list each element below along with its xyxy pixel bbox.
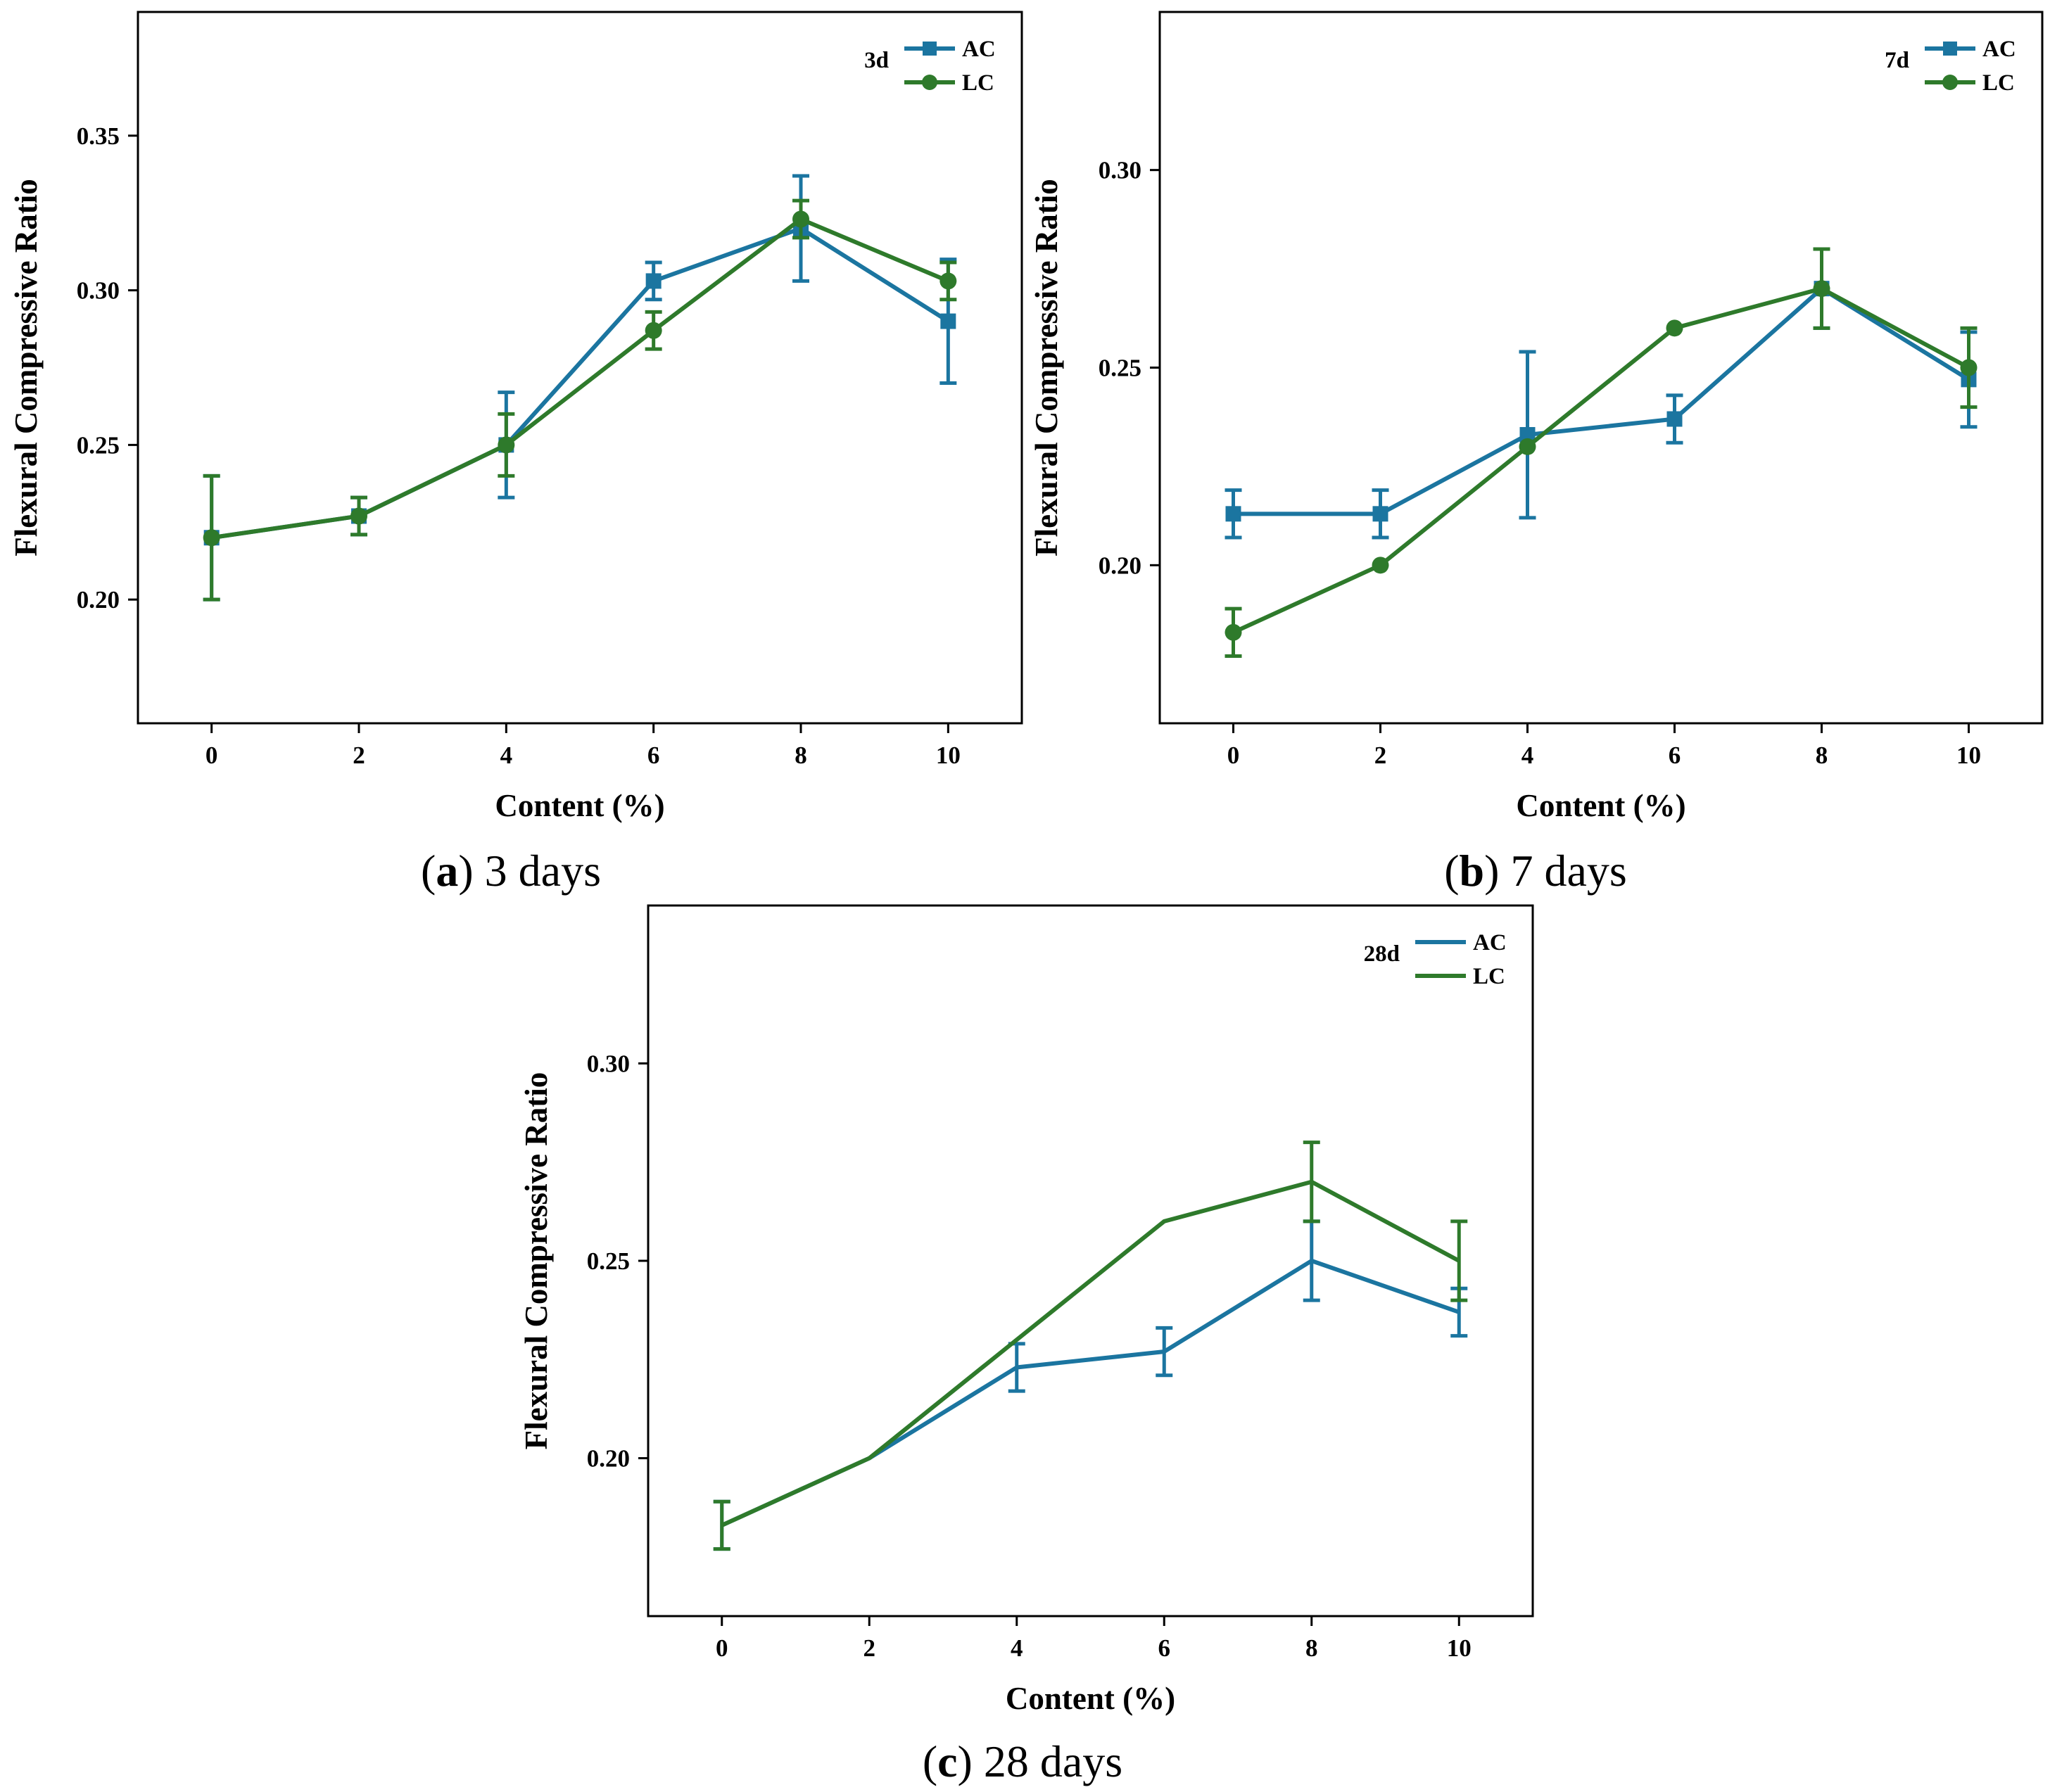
- x-tick-label: 6: [647, 742, 660, 769]
- x-axis-title: Content (%): [1516, 788, 1685, 823]
- series-AC: [1225, 247, 1978, 540]
- chart-panel-7d: 0 2 4 6 8 10 0.20 0.25 0.30 Content (%) Flexural C…: [1029, 11, 2044, 896]
- x-tick-label: 8: [795, 742, 807, 769]
- plot-frame: [1158, 11, 2044, 725]
- y-tick-label: 0.25: [1099, 355, 1141, 382]
- panel-tag: 7d: [1885, 48, 1909, 73]
- legend: 3d AC LC: [864, 37, 996, 96]
- x-tick-label: 2: [863, 1634, 876, 1662]
- data-point: [1960, 359, 1978, 376]
- y-axis-title: Flexural Compressive Ratio: [1029, 179, 1064, 557]
- x-tick-label: 8: [1305, 1634, 1318, 1662]
- x-tick-label: 0: [1227, 742, 1240, 769]
- legend-marker: [1943, 42, 1957, 56]
- legend-marker: [922, 75, 937, 90]
- x-tick-label: 4: [1011, 1634, 1023, 1662]
- x-tick-label: 10: [1447, 1634, 1472, 1662]
- y-tick-label: 0.25: [587, 1247, 630, 1275]
- data-point: [498, 436, 515, 454]
- x-tick-label: 0: [716, 1634, 728, 1662]
- legend-label-LC: LC: [1473, 964, 1505, 989]
- x-tick-label: 6: [1669, 742, 1681, 769]
- y-tick-label: 0.30: [77, 277, 120, 305]
- data-point: [645, 273, 662, 289]
- plot-frame: [137, 11, 1023, 725]
- x-axis-title: Content (%): [1006, 1681, 1175, 1716]
- y-tick-label: 0.25: [77, 431, 120, 459]
- x-tick-label: 10: [1956, 742, 1981, 769]
- series-line-LC: [211, 217, 949, 540]
- legend: 28d AC LC: [1364, 930, 1507, 989]
- x-tick-label: 4: [1521, 742, 1534, 769]
- y-tick-label: 0.20: [1099, 552, 1141, 579]
- x-tick-label: 2: [1374, 742, 1387, 769]
- data-point: [1225, 623, 1242, 641]
- data-point: [1519, 426, 1536, 443]
- legend-label-LC: LC: [962, 70, 994, 96]
- series-line-AC: [1233, 286, 1970, 516]
- y-axis-title: Flexural Compressive Ratio: [519, 1072, 554, 1450]
- x-tick-label: 4: [500, 742, 513, 769]
- legend-label-AC: AC: [1982, 37, 2016, 62]
- legend-label-AC: AC: [1473, 930, 1507, 955]
- x-tick-label: 2: [353, 742, 365, 769]
- y-tick-label: 0.30: [1099, 157, 1141, 184]
- panel-caption: (b) 7 days: [1444, 846, 1627, 896]
- panel-tag: 3d: [864, 48, 889, 73]
- series-LC: [203, 198, 957, 602]
- data-point: [645, 322, 662, 339]
- legend-marker: [923, 42, 937, 56]
- data-point: [203, 529, 220, 547]
- data-point: [792, 210, 809, 228]
- y-tick-label: 0.20: [587, 1445, 630, 1473]
- panel-caption: (c) 28 days: [923, 1736, 1122, 1786]
- x-tick-label: 8: [1816, 742, 1828, 769]
- data-point: [1666, 411, 1683, 427]
- legend-label-AC: AC: [962, 37, 996, 62]
- data-point: [1666, 319, 1683, 337]
- panel-tag: 28d: [1364, 941, 1400, 967]
- legend: 7d AC LC: [1885, 37, 2016, 96]
- y-axis-title: Flexural Compressive Ratio: [8, 179, 44, 557]
- chart-panel-3d: 0 2 4 6 8 10 0.20 0.25 0.30 0.35 Content (%) Flexur…: [8, 11, 1023, 896]
- series-LC: [713, 1140, 1468, 1551]
- series-line-LC: [1232, 286, 1970, 635]
- x-tick-label: 6: [1158, 1634, 1171, 1662]
- chart-panel-28d: 0 2 4 6 8 10 0.20 0.25 0.30 Content (%) Flexural C…: [519, 904, 1534, 1786]
- y-tick-label: 0.30: [587, 1050, 630, 1077]
- x-tick-label: 0: [205, 742, 218, 769]
- series-line-AC: [211, 226, 949, 540]
- plot-frame: [647, 904, 1534, 1618]
- data-point: [1519, 438, 1536, 455]
- legend-label-LC: LC: [1982, 70, 2015, 96]
- series-line-LC: [721, 1179, 1460, 1527]
- data-point: [1225, 506, 1241, 522]
- data-point: [939, 272, 957, 290]
- y-tick-label: 0.20: [77, 586, 120, 614]
- panel-caption: (a) 3 days: [421, 846, 601, 896]
- data-point: [350, 507, 367, 525]
- x-axis-title: Content (%): [495, 788, 664, 823]
- series-LC: [1225, 247, 1978, 659]
- data-point: [940, 313, 956, 329]
- series-line-AC: [721, 1259, 1460, 1527]
- series-AC: [713, 1219, 1468, 1551]
- legend-marker: [1942, 75, 1958, 90]
- x-tick-label: 10: [936, 742, 961, 769]
- data-point: [1372, 506, 1388, 522]
- data-point: [1372, 557, 1389, 574]
- y-tick-label: 0.35: [77, 122, 120, 150]
- data-point: [1813, 280, 1830, 298]
